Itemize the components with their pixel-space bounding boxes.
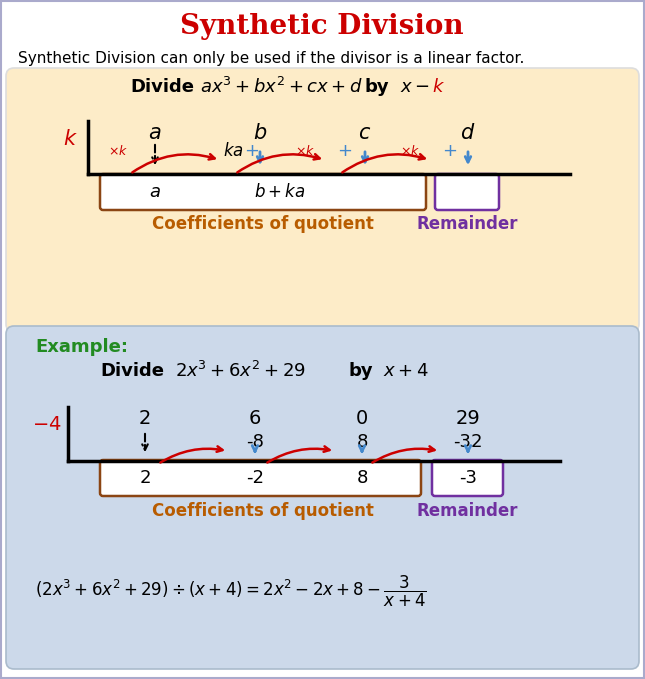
Text: $a$: $a$ xyxy=(148,123,162,143)
Text: Remainder: Remainder xyxy=(416,502,518,520)
Text: 6: 6 xyxy=(249,409,261,428)
Text: $k$: $k$ xyxy=(63,129,77,149)
Text: -32: -32 xyxy=(453,433,482,451)
Text: $\times k$: $\times k$ xyxy=(400,144,420,158)
Text: $x-$: $x-$ xyxy=(400,78,430,96)
FancyBboxPatch shape xyxy=(6,68,639,332)
Text: $b$: $b$ xyxy=(253,123,267,143)
Text: by: by xyxy=(348,362,373,380)
Text: $c$: $c$ xyxy=(359,123,372,143)
Text: Divide: Divide xyxy=(130,78,194,96)
Text: -8: -8 xyxy=(246,433,264,451)
Text: $(2x^3+6x^2+29)\div(x+4)=2x^2-2x+8-\dfrac{3}{x+4}$: $(2x^3+6x^2+29)\div(x+4)=2x^2-2x+8-\dfra… xyxy=(35,573,427,608)
FancyBboxPatch shape xyxy=(100,174,426,210)
Text: $d$: $d$ xyxy=(461,123,475,143)
FancyBboxPatch shape xyxy=(6,326,639,669)
Text: $+$: $+$ xyxy=(244,142,259,160)
Text: $-4$: $-4$ xyxy=(32,414,62,433)
Text: $k$: $k$ xyxy=(432,78,445,96)
Text: Synthetic Division can only be used if the divisor is a linear factor.: Synthetic Division can only be used if t… xyxy=(18,50,524,65)
Text: $2x^3+6x^2+29$: $2x^3+6x^2+29$ xyxy=(175,361,305,381)
Text: Coefficients of quotient: Coefficients of quotient xyxy=(152,215,374,233)
Text: $\times k$: $\times k$ xyxy=(108,144,128,158)
Text: -3: -3 xyxy=(459,469,477,487)
Text: $b+ka$: $b+ka$ xyxy=(254,183,306,201)
Text: Synthetic Division: Synthetic Division xyxy=(180,14,464,41)
Text: 2: 2 xyxy=(139,409,151,428)
Text: $+$: $+$ xyxy=(337,142,353,160)
Text: 2: 2 xyxy=(139,469,151,487)
FancyBboxPatch shape xyxy=(432,460,503,496)
Text: 0: 0 xyxy=(356,409,368,428)
Text: 8: 8 xyxy=(356,469,368,487)
Text: Remainder: Remainder xyxy=(416,215,518,233)
Text: 8: 8 xyxy=(356,433,368,451)
Text: $\times k$: $\times k$ xyxy=(295,144,315,158)
Text: $ka$: $ka$ xyxy=(223,142,243,160)
FancyBboxPatch shape xyxy=(100,460,421,496)
Text: Divide: Divide xyxy=(100,362,164,380)
Text: $+$: $+$ xyxy=(442,142,457,160)
Text: 29: 29 xyxy=(455,409,481,428)
Text: -2: -2 xyxy=(246,469,264,487)
Text: Coefficients of quotient: Coefficients of quotient xyxy=(152,502,374,520)
Text: $ax^3+bx^2+cx+d$: $ax^3+bx^2+cx+d$ xyxy=(200,77,362,97)
Text: $a$: $a$ xyxy=(149,183,161,201)
Text: Example:: Example: xyxy=(35,338,128,356)
Text: by: by xyxy=(365,78,390,96)
Text: $x+4$: $x+4$ xyxy=(383,362,429,380)
FancyBboxPatch shape xyxy=(435,174,499,210)
